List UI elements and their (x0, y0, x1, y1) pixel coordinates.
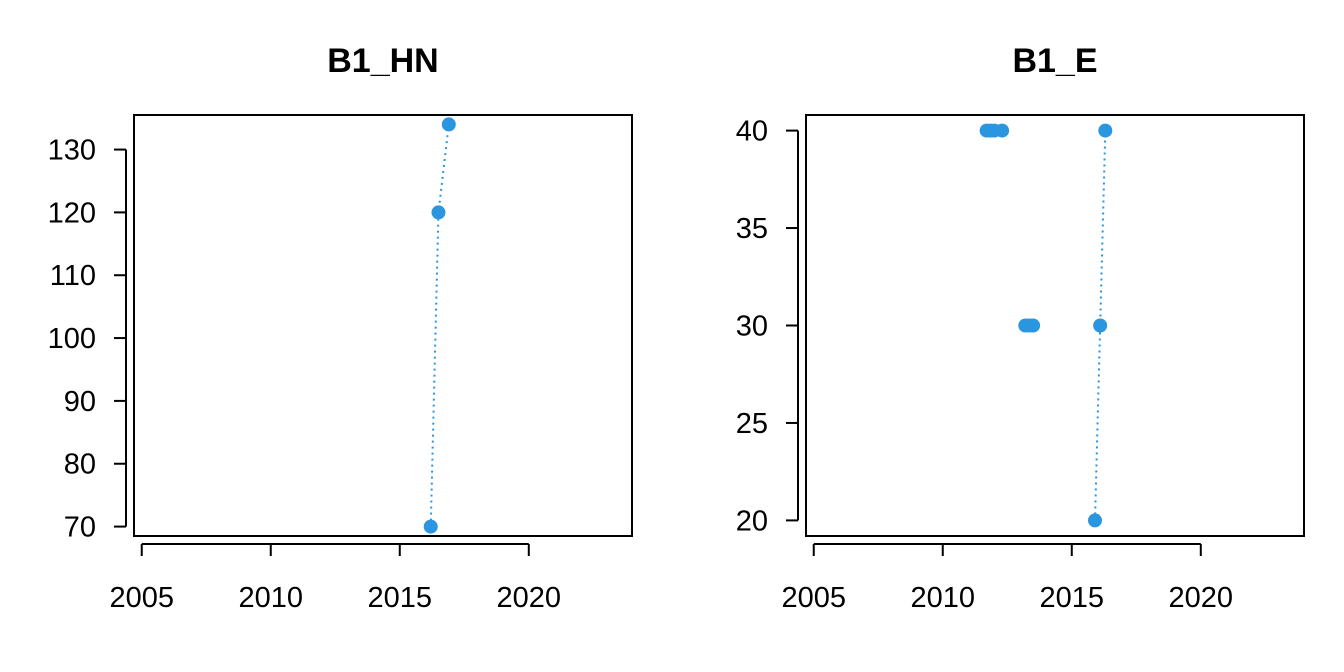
data-point (431, 205, 446, 220)
data-point (995, 123, 1010, 138)
y-tick-label: 70 (64, 512, 96, 544)
data-point (423, 519, 438, 534)
y-tick-label: 80 (64, 449, 96, 481)
x-tick-label: 2005 (109, 582, 174, 614)
x-tick-label: 2015 (368, 582, 433, 614)
y-tick-label: 100 (48, 323, 96, 355)
x-tick-label: 2020 (497, 582, 562, 614)
x-tick-label: 2010 (910, 582, 975, 614)
chart-panel-b1-hn: B1_HN 2005 2010 2015 2020 70 80 90 100 110 120 130 (48, 42, 633, 614)
data-point (1026, 318, 1041, 333)
x-tick-label: 2020 (1169, 582, 1234, 614)
data-point (441, 117, 456, 132)
y-tick-label: 40 (736, 116, 768, 148)
plot-frame (805, 114, 1305, 537)
x-tick-label: 2005 (781, 582, 846, 614)
y-tick-label: 90 (64, 386, 96, 418)
y-tick-label: 130 (48, 135, 96, 167)
x-tick-label: 2015 (1040, 582, 1105, 614)
y-tick-label: 110 (50, 260, 96, 292)
data-point (1098, 123, 1113, 138)
y-tick-label: 20 (736, 505, 768, 537)
y-tick-label: 35 (736, 213, 768, 245)
data-point (1087, 513, 1102, 528)
y-tick-label: 30 (736, 311, 768, 343)
y-tick-label: 120 (48, 197, 96, 229)
y-tick-label: 25 (736, 408, 768, 440)
data-point (1093, 318, 1108, 333)
x-tick-label: 2010 (238, 582, 303, 614)
chart-title: B1_HN (327, 42, 438, 80)
chart-title: B1_E (1012, 42, 1097, 80)
plot-frame (133, 114, 633, 537)
series-line (429, 124, 450, 527)
series-line (1093, 130, 1107, 521)
